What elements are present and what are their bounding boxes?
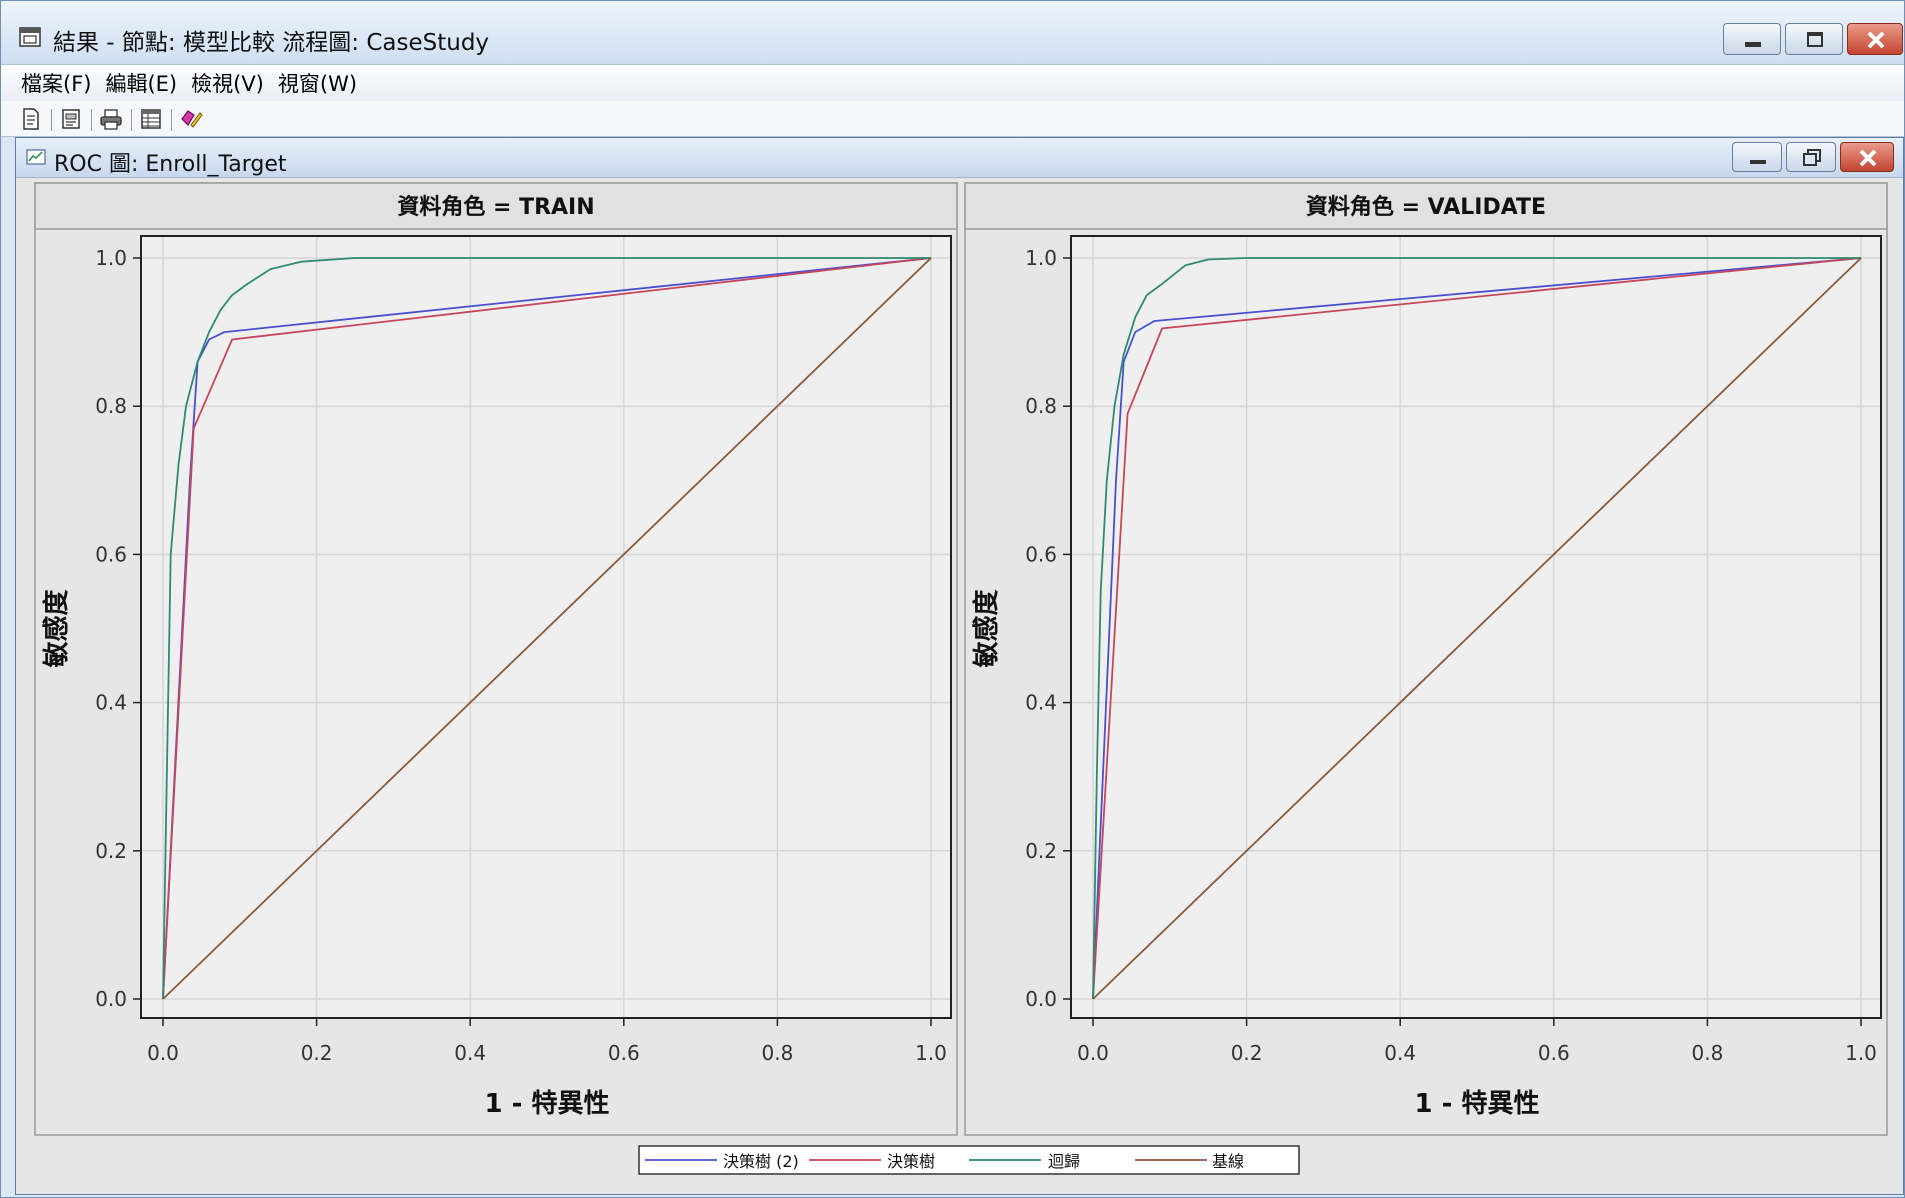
restore-icon <box>1807 32 1823 47</box>
chart-icon <box>26 149 46 165</box>
child-window-title: ROC 圖: Enroll_Target <box>54 152 287 177</box>
child-title-bar[interactable]: ROC 圖: Enroll_Target <box>16 138 1903 178</box>
menu-bar: 檔案(F) 編輯(E) 檢視(V) 視窗(W) <box>1 65 1904 101</box>
close-button[interactable] <box>1847 23 1903 55</box>
menu-file[interactable]: 檔案(F) <box>21 72 92 96</box>
minimize-button[interactable] <box>1723 23 1781 55</box>
menu-view[interactable]: 檢視(V) <box>191 72 264 96</box>
toolbar <box>1 101 1904 137</box>
edit-icon[interactable] <box>179 107 203 131</box>
close-icon <box>1867 31 1885 49</box>
minimize-icon <box>1750 160 1766 164</box>
roc-chart-window: ROC 圖: Enroll_Target <box>15 137 1904 1195</box>
minimize-icon <box>1745 42 1761 47</box>
window-title: 結果 - 節點: 模型比較 流程圖: CaseStudy <box>53 30 490 56</box>
open-document-icon[interactable] <box>59 107 83 131</box>
child-restore-button[interactable] <box>1786 142 1836 172</box>
title-bar[interactable]: 結果 - 節點: 模型比較 流程圖: CaseStudy <box>1 1 1904 65</box>
child-close-button[interactable] <box>1840 142 1894 172</box>
maximize-button[interactable] <box>1785 23 1843 55</box>
child-minimize-button[interactable] <box>1732 142 1782 172</box>
window-app-icon <box>19 27 41 47</box>
close-icon <box>1859 149 1877 167</box>
menu-edit[interactable]: 編輯(E) <box>105 72 178 96</box>
plot-area <box>16 178 1903 1194</box>
restore-icon <box>1803 149 1821 166</box>
menu-window[interactable]: 視窗(W) <box>277 72 358 96</box>
table-icon[interactable] <box>139 107 163 131</box>
print-icon[interactable] <box>99 107 123 131</box>
new-document-icon[interactable] <box>19 107 43 131</box>
